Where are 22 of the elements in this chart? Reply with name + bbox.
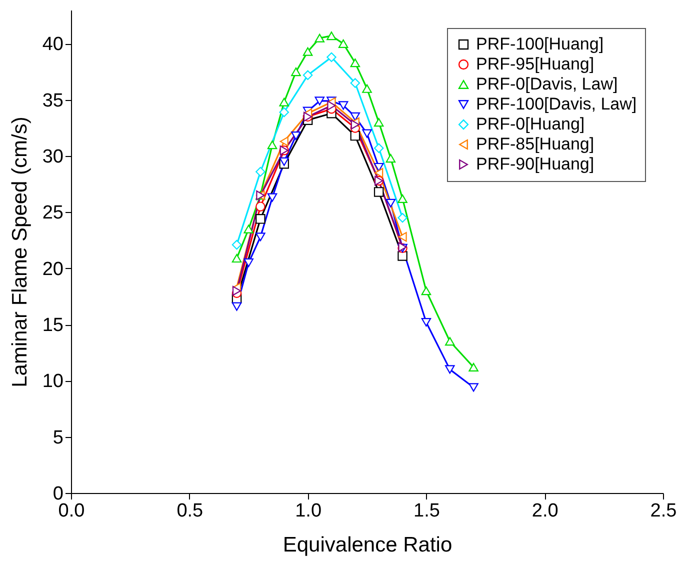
- legend-label: PRF-90[Huang]: [476, 154, 594, 174]
- legend-label: PRF-85[Huang]: [476, 134, 594, 154]
- x-axis-title: Equivalence Ratio: [282, 534, 452, 556]
- x-tick-label: 1.5: [413, 500, 440, 522]
- x-tick-label: 2.0: [532, 500, 558, 522]
- legend-label: PRF-95[Huang]: [476, 54, 594, 74]
- x-tick-label: 1.0: [295, 500, 322, 522]
- x-tick-label: 2.5: [650, 500, 677, 522]
- y-tick-label: 15: [42, 315, 64, 336]
- y-tick-label: 25: [42, 202, 64, 224]
- legend-label: PRF-100[Huang]: [476, 34, 604, 54]
- legend-label: PRF-0[Davis, Law]: [476, 74, 618, 94]
- legend-label: PRF-0[Huang]: [476, 114, 585, 134]
- y-tick-label: 30: [42, 146, 64, 168]
- y-axis-title: Laminar Flame Speed (cm/s): [8, 116, 32, 388]
- y-tick-label: 40: [42, 34, 64, 56]
- y-tick-label: 5: [52, 427, 64, 448]
- y-tick-label: 35: [42, 90, 64, 112]
- legend-label: PRF-100[Davis, Law]: [476, 94, 637, 114]
- y-tick-label: 10: [42, 371, 64, 392]
- y-tick-label: 20: [42, 258, 64, 280]
- x-tick-label: 0.5: [176, 500, 204, 522]
